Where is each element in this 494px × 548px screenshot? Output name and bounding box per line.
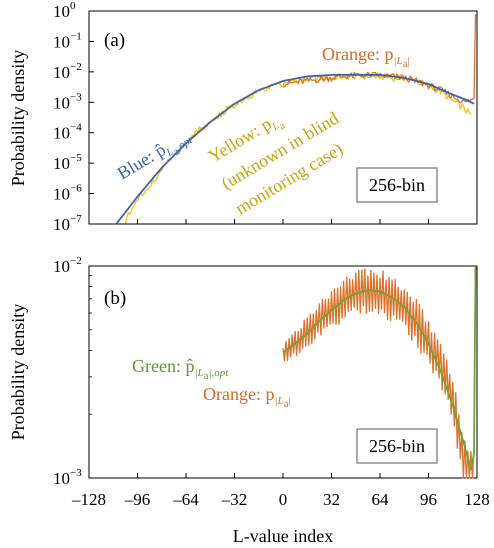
b-xtick-label: –32 [221, 490, 248, 509]
b-xtick-label: 96 [420, 490, 437, 509]
panel-b-label: (b) [104, 288, 126, 309]
b-ytick-label: 10−2 [53, 255, 82, 276]
a-ytick-label: 10−6 [53, 183, 82, 204]
a-ytick-label: 10−2 [53, 61, 82, 82]
a-ytick-label: 10−5 [53, 152, 82, 173]
panel-b-xlabel: L-value index [233, 526, 333, 546]
panel-b-ylabel: Probability density [8, 304, 28, 441]
b-ytick-label: 10−3 [53, 467, 82, 488]
panel-a-series [115, 13, 477, 225]
a-series-blue-line [115, 74, 475, 225]
panel-a-ylabel: Probability density [8, 50, 28, 187]
b-series-orange-line [282, 265, 477, 479]
panel-b-bin-label: 256-bin [369, 436, 425, 456]
a-ytick-label: 10−3 [53, 91, 82, 112]
annotation-blue: Blue: p̂La,opt [114, 124, 197, 188]
annotation-orange-a: Orange: p|La| [322, 44, 410, 70]
b-xtick-label: 64 [372, 490, 390, 509]
panel-a-x-ticks [88, 219, 478, 224]
annotation-orange-b: Orange: p|La| [203, 384, 291, 410]
b-xtick-label: –96 [124, 490, 151, 509]
panel-a: 100 10−1 10−2 10−3 10−4 10−5 10−6 10−7 (a) Prob… [8, 0, 478, 234]
a-ytick-label: 10−7 [53, 213, 82, 234]
panel-b-y-ticks: 10−2 10−3 [53, 255, 94, 488]
a-ytick-label: 10−1 [53, 30, 82, 51]
panel-b-bin-box [356, 428, 438, 464]
b-series-green-line [282, 265, 477, 471]
panel-a-label: (a) [104, 30, 125, 51]
panel-b: 10−2 10−3 –128 –96 –64 –32 0 32 64 96 128 (b) Pro… [8, 255, 490, 546]
panel-b-x-ticks: –128 –96 –64 –32 0 32 64 96 128 [71, 473, 490, 509]
panel-a-bin-label: 256-bin [369, 175, 425, 195]
panel-b-series [282, 265, 477, 479]
annotation-green: Green: p̂|La|,opt [132, 356, 229, 382]
b-xtick-label: –64 [172, 490, 199, 509]
b-xtick-label: 128 [464, 490, 490, 509]
b-xtick-label: 0 [279, 490, 288, 509]
panel-a-bin-box [356, 167, 438, 203]
b-xtick-label: 32 [323, 490, 340, 509]
a-ytick-label: 100 [53, 0, 76, 21]
b-xtick-label: –128 [71, 490, 106, 509]
panel-a-y-ticks: 100 10−1 10−2 10−3 10−4 10−5 10−6 10−7 [53, 0, 94, 234]
a-ytick-label: 10−4 [53, 122, 82, 143]
